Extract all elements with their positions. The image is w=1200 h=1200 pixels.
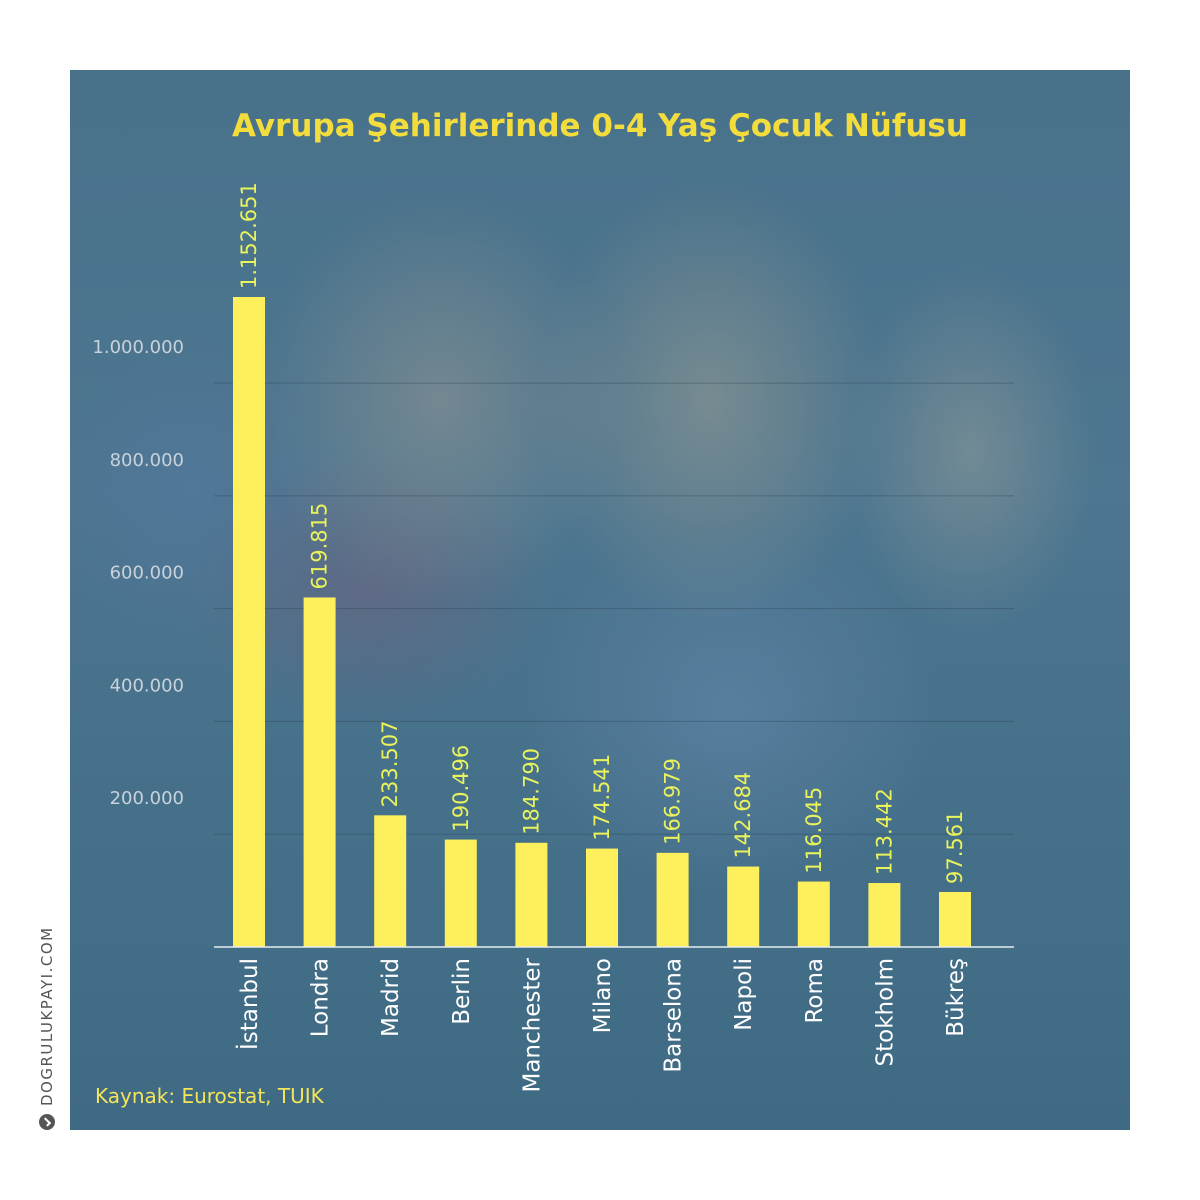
category-label: Manchester [519, 957, 545, 1092]
value-label: 619.815 [308, 503, 332, 590]
value-label: 116.045 [802, 787, 826, 874]
value-label: 142.684 [731, 772, 755, 859]
y-tick-label: 400.000 [110, 675, 184, 696]
value-label: 174.541 [590, 754, 614, 841]
y-axis-ticks: 200.000 400.000 600.000 800.000 1.000.000 [92, 337, 184, 809]
source-note: Kaynak: Eurostat, TUIK [95, 1084, 324, 1108]
gridlines [214, 382, 1014, 835]
bar [444, 839, 477, 947]
bar [868, 883, 901, 947]
bars [233, 297, 971, 947]
bar [374, 815, 407, 947]
category-labels: İstanbul Londra Madrid Berlin Manchester Mila… [235, 957, 969, 1092]
category-label: Roma [802, 958, 828, 1024]
category-label: İstanbul [235, 958, 263, 1050]
bar [656, 852, 689, 947]
category-label: Milano [590, 958, 616, 1033]
bar [586, 848, 618, 947]
value-labels: 1.152.651 619.815 233.507 190.496 184.790 174… [237, 182, 967, 884]
category-label: Napoli [731, 958, 757, 1031]
category-label: Berlin [449, 958, 475, 1025]
value-label: 1.152.651 [237, 182, 261, 289]
bar [303, 597, 336, 947]
value-label: 97.561 [943, 810, 967, 883]
check-logo-icon [39, 1114, 55, 1130]
category-label: Bükreş [943, 958, 969, 1037]
bar [727, 866, 760, 947]
y-tick-label: 1.000.000 [92, 337, 184, 358]
y-tick-label: 600.000 [110, 563, 184, 584]
category-label: Stokholm [872, 958, 898, 1066]
value-label: 166.979 [661, 758, 685, 845]
category-label: Londra [308, 958, 334, 1037]
category-label: Barselona [661, 958, 687, 1073]
bar [939, 891, 971, 947]
chart-title: Avrupa Şehirlerinde 0-4 Yaş Çocuk Nüfusu [232, 108, 968, 144]
bar [797, 881, 830, 947]
value-label: 184.790 [519, 748, 543, 835]
bar [515, 842, 548, 947]
value-label: 233.507 [378, 720, 402, 807]
value-label: 190.496 [449, 745, 473, 832]
bar [233, 297, 265, 947]
brand-watermark: DOGRULUKPAYI.COM [38, 926, 56, 1130]
value-label: 113.442 [872, 788, 896, 875]
y-tick-label: 200.000 [110, 788, 184, 809]
category-label: Madrid [378, 958, 404, 1037]
y-tick-label: 800.000 [110, 450, 184, 471]
brand-text: DOGRULUKPAYI.COM [38, 926, 56, 1106]
